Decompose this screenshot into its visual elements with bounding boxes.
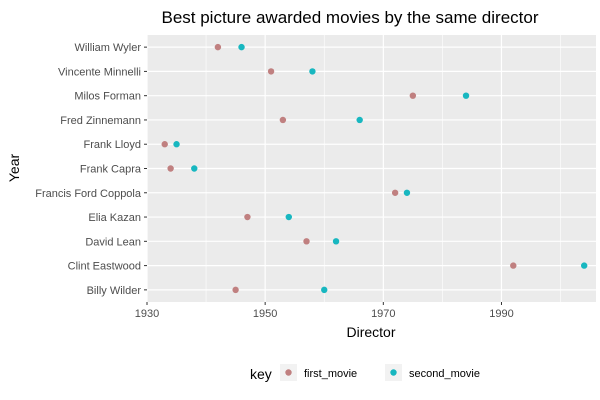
y-tick-label: Vincente Minnelli <box>58 66 141 78</box>
y-tick-label: Fred Zinnemann <box>60 115 141 127</box>
legend-title: key <box>250 366 272 382</box>
point-first_movie <box>244 213 251 221</box>
legend-key-first_movie <box>285 369 292 376</box>
point-first_movie <box>510 262 517 269</box>
y-tick-label: Francis Ford Coppola <box>35 188 142 200</box>
point-first_movie <box>279 116 287 124</box>
legend-label: first_movie <box>304 368 357 380</box>
point-second_movie <box>580 262 588 269</box>
y-tick-label: Billy Wilder <box>87 285 142 297</box>
point-second_movie <box>309 68 316 75</box>
point-first_movie <box>267 68 275 75</box>
chart-title: Best picture awarded movies by the same … <box>161 8 538 27</box>
point-first_movie <box>232 286 239 294</box>
point-second_movie <box>356 116 363 124</box>
y-tick-label: William Wyler <box>74 42 141 54</box>
legend-items: first_movie second_movie <box>280 364 480 381</box>
point-first_movie <box>303 238 310 245</box>
legend-key-second_movie <box>390 369 397 376</box>
legend-label: second_movie <box>409 368 480 380</box>
x-tick-label: 1950 <box>253 308 277 320</box>
y-tick-label: Clint Eastwood <box>68 261 141 273</box>
x-tick-label: 1930 <box>135 308 159 320</box>
point-first_movie <box>391 189 399 196</box>
point-second_movie <box>285 213 292 221</box>
x-tick-label: 1990 <box>489 308 513 320</box>
x-axis-title: Director <box>346 324 395 340</box>
point-first_movie <box>167 165 174 172</box>
point-first_movie <box>161 141 168 148</box>
point-second_movie <box>403 189 411 196</box>
y-axis-title: Year <box>6 154 22 183</box>
point-first_movie <box>214 43 222 51</box>
y-tick-label: Milos Forman <box>74 91 141 103</box>
axis-ticks: 1930 1950 1970 1990 William Wyler Vincente Mi… <box>35 42 513 320</box>
y-tick-label: Frank Lloyd <box>84 139 141 151</box>
y-tick-label: Elia Kazan <box>88 212 141 224</box>
point-second_movie <box>332 238 340 245</box>
point-second_movie <box>462 92 470 99</box>
point-second_movie <box>173 141 180 148</box>
point-second_movie <box>191 165 198 172</box>
y-tick-label: Frank Capra <box>80 164 142 176</box>
gridlines <box>146 35 596 302</box>
data-points <box>161 43 588 294</box>
point-second_movie <box>238 43 245 51</box>
legend: key first_movie second_movie <box>250 364 480 382</box>
point-first_movie <box>409 92 417 99</box>
x-tick-label: 1970 <box>371 308 395 320</box>
y-tick-label: David Lean <box>85 236 141 248</box>
point-second_movie <box>321 286 328 294</box>
